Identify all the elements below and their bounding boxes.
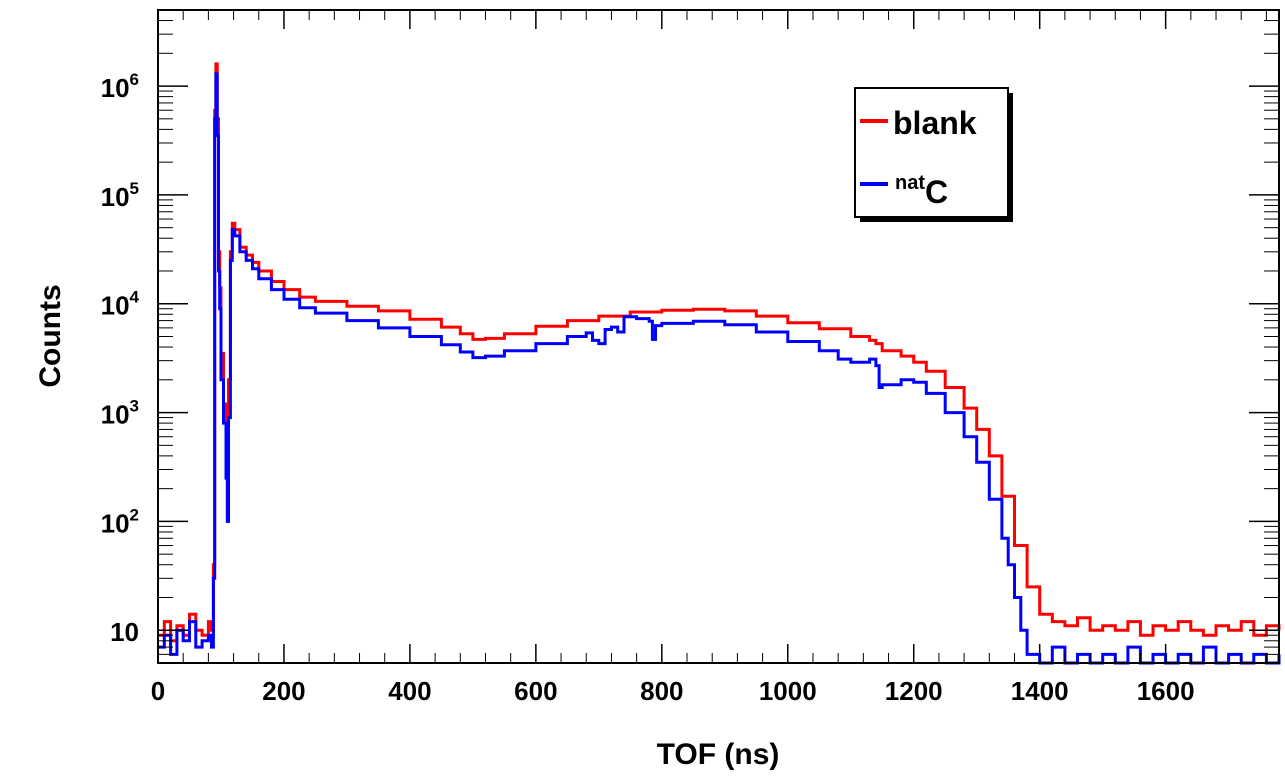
axis-ticks <box>157 9 1279 664</box>
y-tick-label: 104 <box>101 288 140 321</box>
legend-label-natc-sup: nat <box>895 172 925 194</box>
legend-label-natc-main: C <box>925 174 948 210</box>
series-line-natc <box>158 72 1281 665</box>
y-tick-label: 105 <box>101 179 139 212</box>
x-tick-label: 1200 <box>885 676 943 706</box>
y-tick-label: 102 <box>101 505 139 538</box>
x-tick-label: 1400 <box>1011 676 1069 706</box>
plot-frame <box>157 9 1280 664</box>
y-tick-label: 10 <box>110 617 139 647</box>
x-tick-label: 600 <box>514 676 557 706</box>
y-tick-label: 103 <box>101 397 139 430</box>
x-axis-title: TOF (ns) <box>657 738 780 771</box>
x-tick-label: 0 <box>151 676 165 706</box>
legend-label-blank: blank <box>893 105 977 141</box>
x-tick-label: 1600 <box>1137 676 1195 706</box>
series-layer <box>158 62 1281 665</box>
legend-box <box>854 87 1009 218</box>
x-tick-label: 200 <box>262 676 305 706</box>
x-tick-label: 800 <box>640 676 683 706</box>
tick-labels: 0 200 400 600 800 1000 1200 1400 1600 10 102 103 104… <box>101 70 1195 706</box>
series-line-blank <box>158 62 1281 643</box>
x-tick-label: 400 <box>388 676 431 706</box>
legend: blank natC <box>854 87 1013 222</box>
y-tick-label: 106 <box>101 70 139 103</box>
y-axis-title: Counts <box>34 284 67 387</box>
x-tick-label: 1000 <box>759 676 817 706</box>
legend-label-natc: natC <box>895 172 948 210</box>
